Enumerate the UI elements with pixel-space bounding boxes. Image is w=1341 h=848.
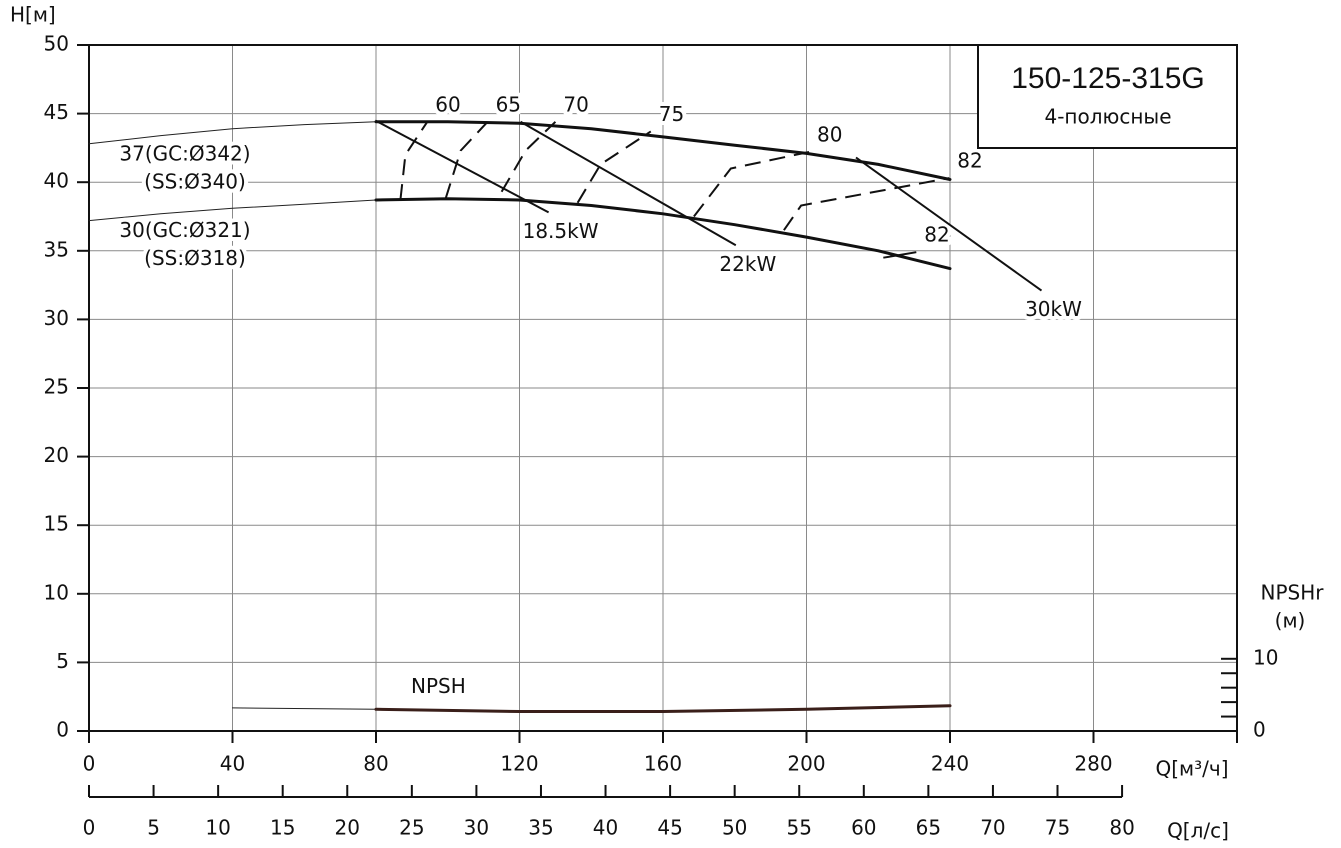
curve-label: 30(GC:Ø321) xyxy=(119,218,250,242)
head-curve xyxy=(374,120,952,181)
chart-title: 150-125-315G xyxy=(1011,62,1204,95)
y2-tick-label: 10 xyxy=(1253,645,1278,669)
x2-axis-label: Q[л/с] xyxy=(1167,819,1229,843)
title-box xyxy=(977,44,1238,149)
x2-tick-label: 65 xyxy=(916,816,941,840)
x2-tick-label: 35 xyxy=(528,816,553,840)
efficiency-curve xyxy=(783,177,950,231)
power-line xyxy=(855,156,1043,292)
efficiency-curve xyxy=(500,121,557,193)
x2-tick-label: 5 xyxy=(147,816,160,840)
x2-tick-label: 60 xyxy=(851,816,876,840)
efficiency-label: 60 xyxy=(435,92,460,116)
x-tick-label: 0 xyxy=(83,752,96,776)
y-tick-label: 30 xyxy=(44,306,69,330)
power-label: 30kW xyxy=(1025,297,1082,321)
curve-label: (SS:Ø340) xyxy=(144,169,246,193)
y-tick-label: 40 xyxy=(44,169,69,193)
x-tick-label: 160 xyxy=(644,752,682,776)
curve-label: 37(GC:Ø342) xyxy=(119,141,250,165)
y2-tick-label: 0 xyxy=(1253,718,1266,742)
y-tick-label: 20 xyxy=(44,443,69,467)
x2-tick-label: 75 xyxy=(1045,816,1070,840)
x2-tick-label: 0 xyxy=(83,816,96,840)
x-axis-label: Q[м³/ч] xyxy=(1155,757,1228,781)
efficiency-label: 82 xyxy=(924,223,949,247)
y-tick-label: 5 xyxy=(56,649,69,673)
efficiency-curve xyxy=(444,121,489,199)
power-line xyxy=(520,120,737,247)
curve-label: (SS:Ø318) xyxy=(144,246,246,270)
y-tick-label: 15 xyxy=(44,512,69,536)
x2-tick-label: 25 xyxy=(399,816,424,840)
efficiency-curve xyxy=(399,121,429,201)
x-tick-label: 120 xyxy=(500,752,538,776)
x-tick-label: 280 xyxy=(1074,752,1112,776)
efficiency-curve xyxy=(576,130,652,204)
series-label: NPSH xyxy=(411,674,466,698)
x2-tick-label: 70 xyxy=(980,816,1005,840)
y-tick-label: 25 xyxy=(44,375,69,399)
y-tick-label: 50 xyxy=(44,32,69,56)
efficiency-curve xyxy=(693,151,810,218)
head-curve xyxy=(374,704,952,713)
x2-tick-label: 40 xyxy=(593,816,618,840)
x-tick-label: 200 xyxy=(787,752,825,776)
efficiency-label: 80 xyxy=(817,123,842,147)
x2-tick-label: 50 xyxy=(722,816,747,840)
power-label: 22kW xyxy=(719,252,776,276)
x2-tick-label: 45 xyxy=(657,816,682,840)
x2-tick-label: 15 xyxy=(270,816,295,840)
x2-tick-label: 20 xyxy=(335,816,360,840)
head-curve xyxy=(88,121,377,145)
efficiency-label: 70 xyxy=(563,92,588,116)
y2-axis-label: (м) xyxy=(1275,609,1306,633)
efficiency-label: 82 xyxy=(957,149,982,173)
y-tick-label: 45 xyxy=(44,100,69,124)
y-tick-label: 35 xyxy=(44,237,69,261)
power-label: 18.5kW xyxy=(523,219,599,243)
head-curve xyxy=(88,199,377,222)
y-tick-label: 10 xyxy=(44,580,69,604)
y2-axis-label: NPSHr xyxy=(1261,581,1325,605)
head-curve xyxy=(374,197,952,271)
efficiency-curve xyxy=(883,251,917,259)
chart-subtitle: 4-полюсные xyxy=(1044,105,1171,129)
x2-tick-label: 55 xyxy=(787,816,812,840)
x2-tick-label: 30 xyxy=(464,816,489,840)
y-axis-label: H[м] xyxy=(10,3,56,27)
power-line xyxy=(374,119,550,214)
x-tick-label: 80 xyxy=(363,752,388,776)
x-tick-label: 240 xyxy=(931,752,969,776)
efficiency-label: 65 xyxy=(496,92,521,116)
head-curve xyxy=(232,707,377,710)
y-tick-label: 0 xyxy=(56,718,69,742)
x2-tick-label: 10 xyxy=(205,816,230,840)
efficiency-label: 75 xyxy=(659,102,684,126)
x2-tick-label: 80 xyxy=(1109,816,1134,840)
x-tick-label: 40 xyxy=(220,752,245,776)
